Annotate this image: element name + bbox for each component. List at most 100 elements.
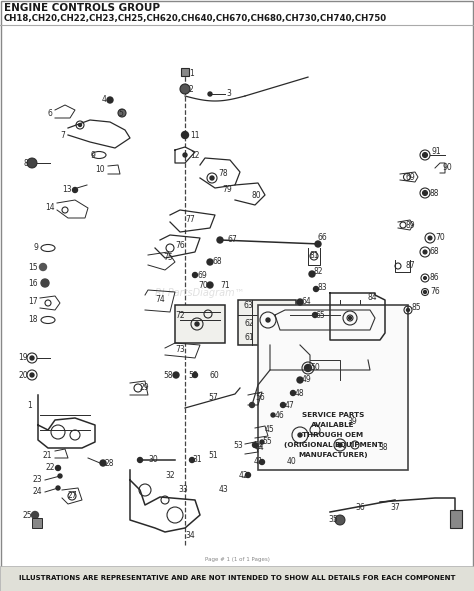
- Text: 17: 17: [28, 297, 38, 307]
- Text: 33: 33: [178, 485, 188, 495]
- Text: 76: 76: [430, 287, 440, 297]
- Text: 37: 37: [390, 504, 400, 512]
- Text: 76: 76: [175, 241, 185, 249]
- Text: 5: 5: [118, 109, 123, 118]
- Text: 4: 4: [102, 96, 107, 105]
- Text: 29: 29: [140, 384, 150, 392]
- Text: 69: 69: [406, 173, 416, 181]
- Text: 70: 70: [435, 233, 445, 242]
- Circle shape: [210, 176, 214, 180]
- Circle shape: [259, 459, 264, 465]
- Circle shape: [281, 402, 285, 408]
- Text: 51: 51: [209, 450, 218, 459]
- Text: 87: 87: [406, 261, 416, 271]
- Text: 47: 47: [285, 401, 295, 410]
- Text: 13: 13: [63, 186, 72, 194]
- Text: RI PartsDiagram™: RI PartsDiagram™: [155, 288, 245, 298]
- Text: 73: 73: [175, 346, 185, 355]
- Circle shape: [304, 365, 311, 372]
- Text: 80: 80: [252, 190, 262, 200]
- Text: 58: 58: [164, 371, 173, 379]
- Circle shape: [173, 372, 179, 378]
- Text: 60: 60: [210, 371, 220, 379]
- Circle shape: [118, 109, 126, 117]
- Text: 71: 71: [220, 281, 229, 290]
- Circle shape: [423, 291, 427, 294]
- Text: 41: 41: [254, 457, 263, 466]
- Text: 15: 15: [28, 262, 38, 271]
- Text: 25: 25: [22, 511, 32, 519]
- Text: 66: 66: [318, 233, 328, 242]
- Text: 79: 79: [222, 186, 232, 194]
- Text: 89: 89: [406, 220, 416, 229]
- Text: 68: 68: [430, 248, 439, 256]
- Circle shape: [348, 317, 352, 320]
- Circle shape: [55, 466, 61, 470]
- Text: 67: 67: [228, 235, 238, 245]
- Circle shape: [207, 259, 213, 265]
- Text: 34: 34: [185, 531, 195, 540]
- Text: 24: 24: [32, 488, 42, 496]
- Text: CH18,CH20,CH22,CH23,CH25,CH620,CH640,CH670,CH680,CH730,CH740,CH750: CH18,CH20,CH22,CH23,CH25,CH620,CH640,CH6…: [4, 14, 387, 22]
- Text: 64: 64: [302, 297, 312, 307]
- Circle shape: [190, 457, 194, 463]
- Text: 61: 61: [245, 333, 255, 343]
- Circle shape: [27, 158, 37, 168]
- Text: 48: 48: [295, 388, 305, 398]
- Text: AVAILABLE: AVAILABLE: [311, 422, 355, 428]
- Circle shape: [423, 250, 427, 254]
- Text: 65: 65: [316, 310, 326, 320]
- Circle shape: [309, 271, 315, 277]
- Circle shape: [192, 372, 198, 378]
- Text: 46: 46: [275, 411, 285, 420]
- Circle shape: [30, 373, 34, 377]
- Bar: [32, 518, 42, 528]
- Text: 77: 77: [185, 216, 195, 225]
- Text: 74: 74: [155, 296, 165, 304]
- Circle shape: [407, 309, 410, 311]
- Text: 22: 22: [46, 463, 55, 472]
- Text: 36: 36: [355, 504, 365, 512]
- Text: 9: 9: [90, 151, 95, 160]
- Circle shape: [428, 236, 432, 240]
- Circle shape: [56, 486, 60, 490]
- Text: THROUGH OEM: THROUGH OEM: [302, 432, 364, 438]
- Text: 3: 3: [226, 89, 231, 99]
- Text: 83: 83: [318, 282, 328, 291]
- Text: 55: 55: [262, 437, 272, 446]
- Text: 62: 62: [245, 319, 255, 327]
- Text: 84: 84: [368, 294, 378, 303]
- Text: Page # 1 (1 of 1 Pages): Page # 1 (1 of 1 Pages): [205, 557, 269, 563]
- Text: 38: 38: [378, 443, 388, 453]
- Text: 1: 1: [27, 401, 32, 410]
- Circle shape: [312, 313, 318, 317]
- Circle shape: [31, 511, 38, 518]
- Bar: [238, 300, 296, 345]
- Text: 11: 11: [190, 131, 200, 139]
- Text: 57: 57: [208, 394, 218, 402]
- Circle shape: [73, 187, 78, 193]
- Circle shape: [266, 318, 270, 322]
- Circle shape: [249, 402, 255, 408]
- Text: 68: 68: [213, 258, 223, 267]
- Circle shape: [422, 190, 428, 196]
- Text: (ORIGIONAL EQUIPMENT: (ORIGIONAL EQUIPMENT: [283, 442, 383, 448]
- Text: 44: 44: [255, 443, 265, 453]
- Text: 30: 30: [148, 456, 158, 465]
- Text: 23: 23: [32, 476, 42, 485]
- Text: 50: 50: [310, 363, 320, 372]
- Bar: [175, 305, 225, 343]
- Text: 16: 16: [28, 278, 38, 287]
- Text: 69: 69: [198, 271, 208, 280]
- Text: 56: 56: [255, 394, 265, 402]
- Text: 20: 20: [18, 371, 28, 379]
- Text: 8: 8: [23, 158, 28, 167]
- Circle shape: [30, 356, 34, 360]
- Circle shape: [298, 433, 302, 437]
- Text: 54: 54: [253, 440, 263, 450]
- Text: 90: 90: [443, 164, 453, 173]
- Circle shape: [107, 97, 113, 103]
- Text: 40: 40: [287, 457, 297, 466]
- Text: 6: 6: [47, 109, 52, 118]
- Text: 9: 9: [33, 243, 38, 252]
